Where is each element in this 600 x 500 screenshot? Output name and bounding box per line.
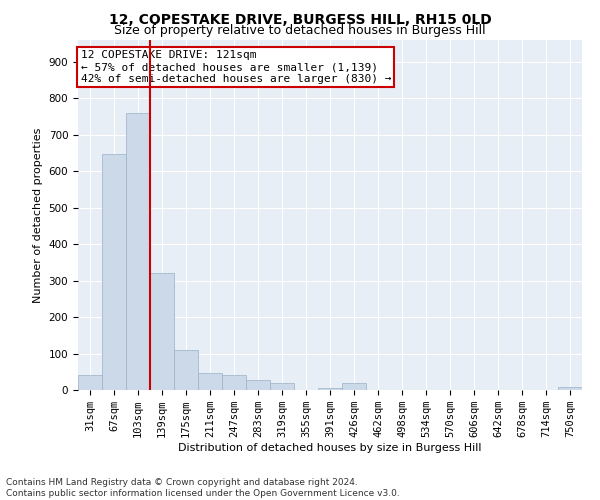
Bar bbox=[150, 274, 174, 390]
Bar bbox=[222, 374, 246, 390]
Y-axis label: Number of detached properties: Number of detached properties bbox=[33, 128, 43, 302]
Text: Size of property relative to detached houses in Burgess Hill: Size of property relative to detached ho… bbox=[114, 24, 486, 37]
Bar bbox=[102, 154, 126, 390]
Text: Contains HM Land Registry data © Crown copyright and database right 2024.
Contai: Contains HM Land Registry data © Crown c… bbox=[6, 478, 400, 498]
Bar bbox=[246, 380, 270, 390]
Bar bbox=[342, 384, 366, 390]
Bar bbox=[198, 372, 222, 390]
Bar bbox=[78, 374, 102, 390]
Text: 12 COPESTAKE DRIVE: 121sqm
← 57% of detached houses are smaller (1,139)
42% of s: 12 COPESTAKE DRIVE: 121sqm ← 57% of deta… bbox=[80, 50, 391, 84]
Bar bbox=[174, 350, 198, 390]
Bar bbox=[270, 384, 294, 390]
X-axis label: Distribution of detached houses by size in Burgess Hill: Distribution of detached houses by size … bbox=[178, 443, 482, 453]
Bar bbox=[126, 113, 150, 390]
Bar bbox=[318, 388, 342, 390]
Text: 12, COPESTAKE DRIVE, BURGESS HILL, RH15 0LD: 12, COPESTAKE DRIVE, BURGESS HILL, RH15 … bbox=[109, 12, 491, 26]
Bar bbox=[558, 387, 582, 390]
